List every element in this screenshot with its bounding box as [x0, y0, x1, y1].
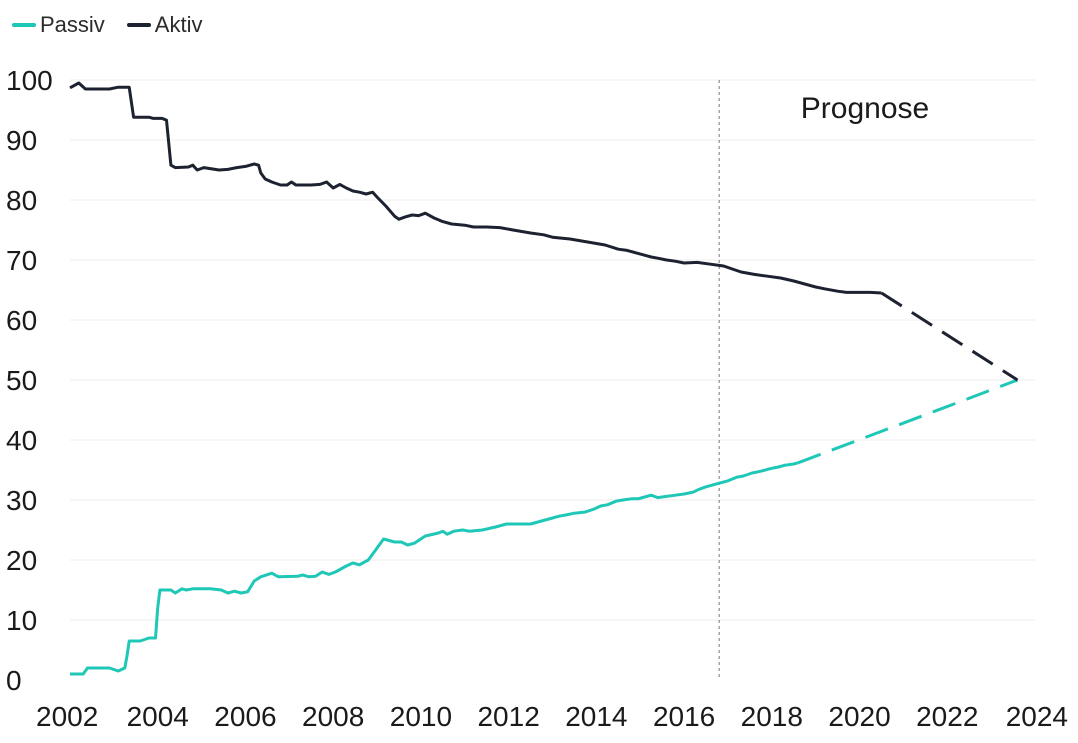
- x-tick-label-2022: 2022: [916, 701, 978, 732]
- y-tick-label-10: 10: [6, 605, 37, 636]
- y-tick-label-90: 90: [6, 125, 37, 156]
- y-tick-label-60: 60: [6, 305, 37, 336]
- series-forecast-passiv: [797, 378, 1019, 465]
- x-tick-label-2002: 2002: [36, 701, 98, 732]
- x-tick-label-2018: 2018: [741, 701, 803, 732]
- x-tick-label-2008: 2008: [302, 701, 364, 732]
- series-line-passiv: [70, 461, 799, 676]
- x-tick-label-2006: 2006: [214, 701, 276, 732]
- y-tick-label-50: 50: [6, 365, 37, 396]
- legend-item-passiv[interactable]: Passiv: [12, 12, 105, 38]
- legend-item-aktiv[interactable]: Aktiv: [126, 12, 203, 38]
- legend: Passiv Aktiv: [12, 12, 202, 38]
- x-tick-label-2010: 2010: [390, 701, 452, 732]
- y-tick-label-40: 40: [6, 425, 37, 456]
- y-tick-label-70: 70: [6, 245, 37, 276]
- x-tick-label-2014: 2014: [565, 701, 627, 732]
- x-tick-label-2012: 2012: [477, 701, 539, 732]
- legend-label-passiv: Passiv: [40, 12, 105, 37]
- legend-swatch-passiv: [12, 23, 36, 27]
- y-tick-label-30: 30: [6, 485, 37, 516]
- x-tick-label-2016: 2016: [653, 701, 715, 732]
- legend-label-aktiv: Aktiv: [154, 12, 203, 37]
- y-tick-label-20: 20: [6, 545, 37, 576]
- x-tick-label-2004: 2004: [127, 701, 189, 732]
- y-tick-label-100: 100: [6, 65, 53, 96]
- legend-swatch-aktiv: [126, 23, 151, 27]
- y-tick-label-0: 0: [6, 665, 22, 696]
- series-line-aktiv: [69, 81, 882, 295]
- series-forecast-aktiv: [880, 291, 1019, 382]
- annotation-prognose: Prognose: [801, 92, 929, 125]
- x-tick-label-2020: 2020: [828, 701, 890, 732]
- y-tick-label-80: 80: [6, 185, 37, 216]
- x-tick-label-2024: 2024: [1006, 701, 1068, 732]
